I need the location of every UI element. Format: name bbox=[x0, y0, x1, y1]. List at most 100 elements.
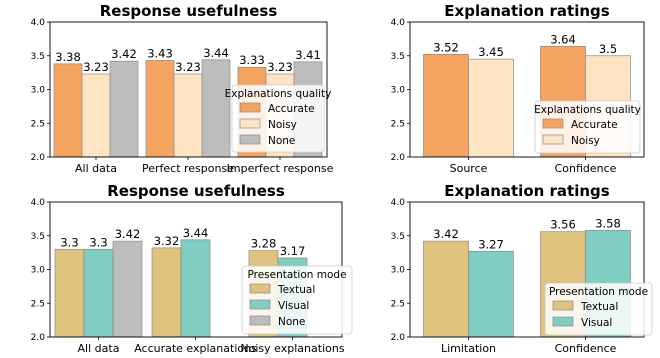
legend-title: Explanations quality bbox=[225, 88, 332, 100]
y-tick-label: 3.5 bbox=[391, 52, 405, 62]
bar bbox=[173, 73, 203, 158]
y-tick-label: 2.0 bbox=[391, 153, 406, 163]
legend-entry: Textual bbox=[277, 284, 315, 296]
data-label: 3.52 bbox=[433, 40, 459, 54]
bar bbox=[180, 239, 211, 338]
bar bbox=[468, 250, 514, 338]
data-label: 3.44 bbox=[203, 46, 229, 60]
bar bbox=[468, 58, 514, 158]
x-tick-label: Confidence bbox=[555, 162, 617, 175]
y-tick-label: 4.0 bbox=[31, 18, 46, 28]
legend-swatch bbox=[239, 118, 261, 129]
chart-title: Explanation ratings bbox=[444, 2, 609, 20]
y-tick-label: 4.0 bbox=[391, 198, 406, 208]
data-label: 3.5 bbox=[599, 42, 617, 56]
x-tick-label: All data bbox=[75, 162, 117, 175]
y-tick-label: 3.0 bbox=[391, 266, 406, 276]
legend-entry: Accurate bbox=[571, 119, 618, 131]
legend-entry: Noisy bbox=[571, 135, 600, 147]
bar bbox=[53, 63, 83, 158]
data-label: 3.64 bbox=[550, 32, 576, 46]
y-tick-label: 3.5 bbox=[391, 232, 405, 242]
legend-title: Explanations quality bbox=[534, 104, 641, 116]
data-label: 3.42 bbox=[111, 47, 137, 61]
legend-entry: Visual bbox=[278, 300, 309, 312]
y-tick-label: 3.0 bbox=[31, 266, 46, 276]
data-label: 3.27 bbox=[478, 237, 504, 251]
bar bbox=[423, 54, 469, 158]
x-tick-label: Imperfect response bbox=[227, 162, 334, 175]
legend-entry: None bbox=[268, 135, 295, 147]
y-tick-label: 2.5 bbox=[391, 299, 405, 309]
legend-title: Presentation mode bbox=[549, 286, 648, 298]
legend-entry: Noisy bbox=[268, 119, 297, 131]
bar bbox=[145, 60, 175, 158]
y-tick-label: 3.0 bbox=[391, 86, 406, 96]
legend-entry: None bbox=[278, 316, 305, 328]
y-tick-label: 2.5 bbox=[391, 119, 405, 129]
legend-swatch bbox=[239, 134, 261, 145]
data-label: 3.28 bbox=[251, 237, 277, 251]
chart-title: Response usefulness bbox=[100, 2, 278, 20]
data-label: 3.38 bbox=[55, 50, 81, 64]
y-tick-label: 2.0 bbox=[31, 153, 46, 163]
y-tick-label: 2.5 bbox=[31, 299, 45, 309]
chart-panel-1: Response usefulness2.02.53.03.54.03.383.… bbox=[31, 2, 334, 175]
x-tick-label: Limitation bbox=[441, 342, 496, 355]
data-label: 3.3 bbox=[60, 235, 78, 249]
data-label: 3.3 bbox=[89, 235, 107, 249]
bar bbox=[112, 240, 143, 338]
data-label: 3.42 bbox=[115, 227, 141, 241]
x-tick-label: Noisy explanations bbox=[240, 342, 344, 355]
legend-swatch bbox=[249, 283, 271, 294]
data-label: 3.23 bbox=[267, 60, 293, 74]
data-label: 3.56 bbox=[550, 218, 576, 232]
bar bbox=[109, 60, 139, 158]
y-tick-label: 2.0 bbox=[31, 333, 46, 343]
legend-swatch bbox=[249, 299, 271, 310]
legend-swatch bbox=[249, 315, 271, 326]
bar bbox=[423, 240, 469, 338]
data-label: 3.23 bbox=[175, 60, 201, 74]
bar bbox=[54, 248, 85, 338]
y-tick-label: 2.5 bbox=[31, 119, 45, 129]
data-label: 3.42 bbox=[433, 227, 459, 241]
data-label: 3.23 bbox=[83, 60, 109, 74]
x-tick-label: Confidence bbox=[555, 342, 617, 355]
y-tick-label: 4.0 bbox=[391, 18, 406, 28]
legend-entry: Visual bbox=[581, 317, 612, 329]
y-tick-label: 3.0 bbox=[31, 86, 46, 96]
data-label: 3.41 bbox=[295, 48, 321, 62]
y-tick-label: 2.0 bbox=[391, 333, 406, 343]
x-tick-label: Source bbox=[450, 162, 488, 175]
plot-frame bbox=[409, 21, 645, 158]
legend-entry: Accurate bbox=[268, 103, 315, 115]
chart-title: Response usefulness bbox=[107, 182, 285, 200]
legend-swatch bbox=[239, 102, 261, 113]
legend-title: Presentation mode bbox=[247, 269, 346, 281]
legend-swatch bbox=[552, 316, 574, 327]
chart-title: Explanation ratings bbox=[444, 182, 609, 200]
bar bbox=[151, 247, 182, 338]
data-label: 3.33 bbox=[239, 53, 265, 67]
legend-swatch bbox=[542, 118, 564, 129]
x-tick-label: Perfect response bbox=[142, 162, 234, 175]
legend-swatch bbox=[542, 134, 564, 145]
y-tick-label: 3.5 bbox=[31, 232, 45, 242]
plot-frame bbox=[409, 201, 645, 338]
data-label: 3.45 bbox=[478, 45, 504, 59]
plot-frame bbox=[49, 21, 328, 158]
x-tick-label: All data bbox=[78, 342, 120, 355]
bar bbox=[81, 73, 111, 158]
x-tick-label: Accurate explanations bbox=[134, 342, 257, 355]
chart-panel-2: Explanation ratings 2.0 2.5 3.0 3.5 4.0 3.52 3.… bbox=[391, 2, 645, 175]
chart-panel-3: Response usefulness 2.0 2.5 3.0 3.5 4.0 3.3 3.3… bbox=[31, 182, 353, 355]
data-label: 3.17 bbox=[280, 244, 306, 258]
legend-entry: Textual bbox=[580, 301, 618, 313]
data-label: 3.58 bbox=[595, 216, 621, 230]
legend-swatch bbox=[552, 300, 574, 311]
data-label: 3.32 bbox=[154, 234, 180, 248]
chart-panel-4: Explanation ratings 2.0 2.5 3.0 3.5 4.0 3.42 3.… bbox=[391, 182, 653, 355]
y-tick-label: 4.0 bbox=[31, 198, 46, 208]
